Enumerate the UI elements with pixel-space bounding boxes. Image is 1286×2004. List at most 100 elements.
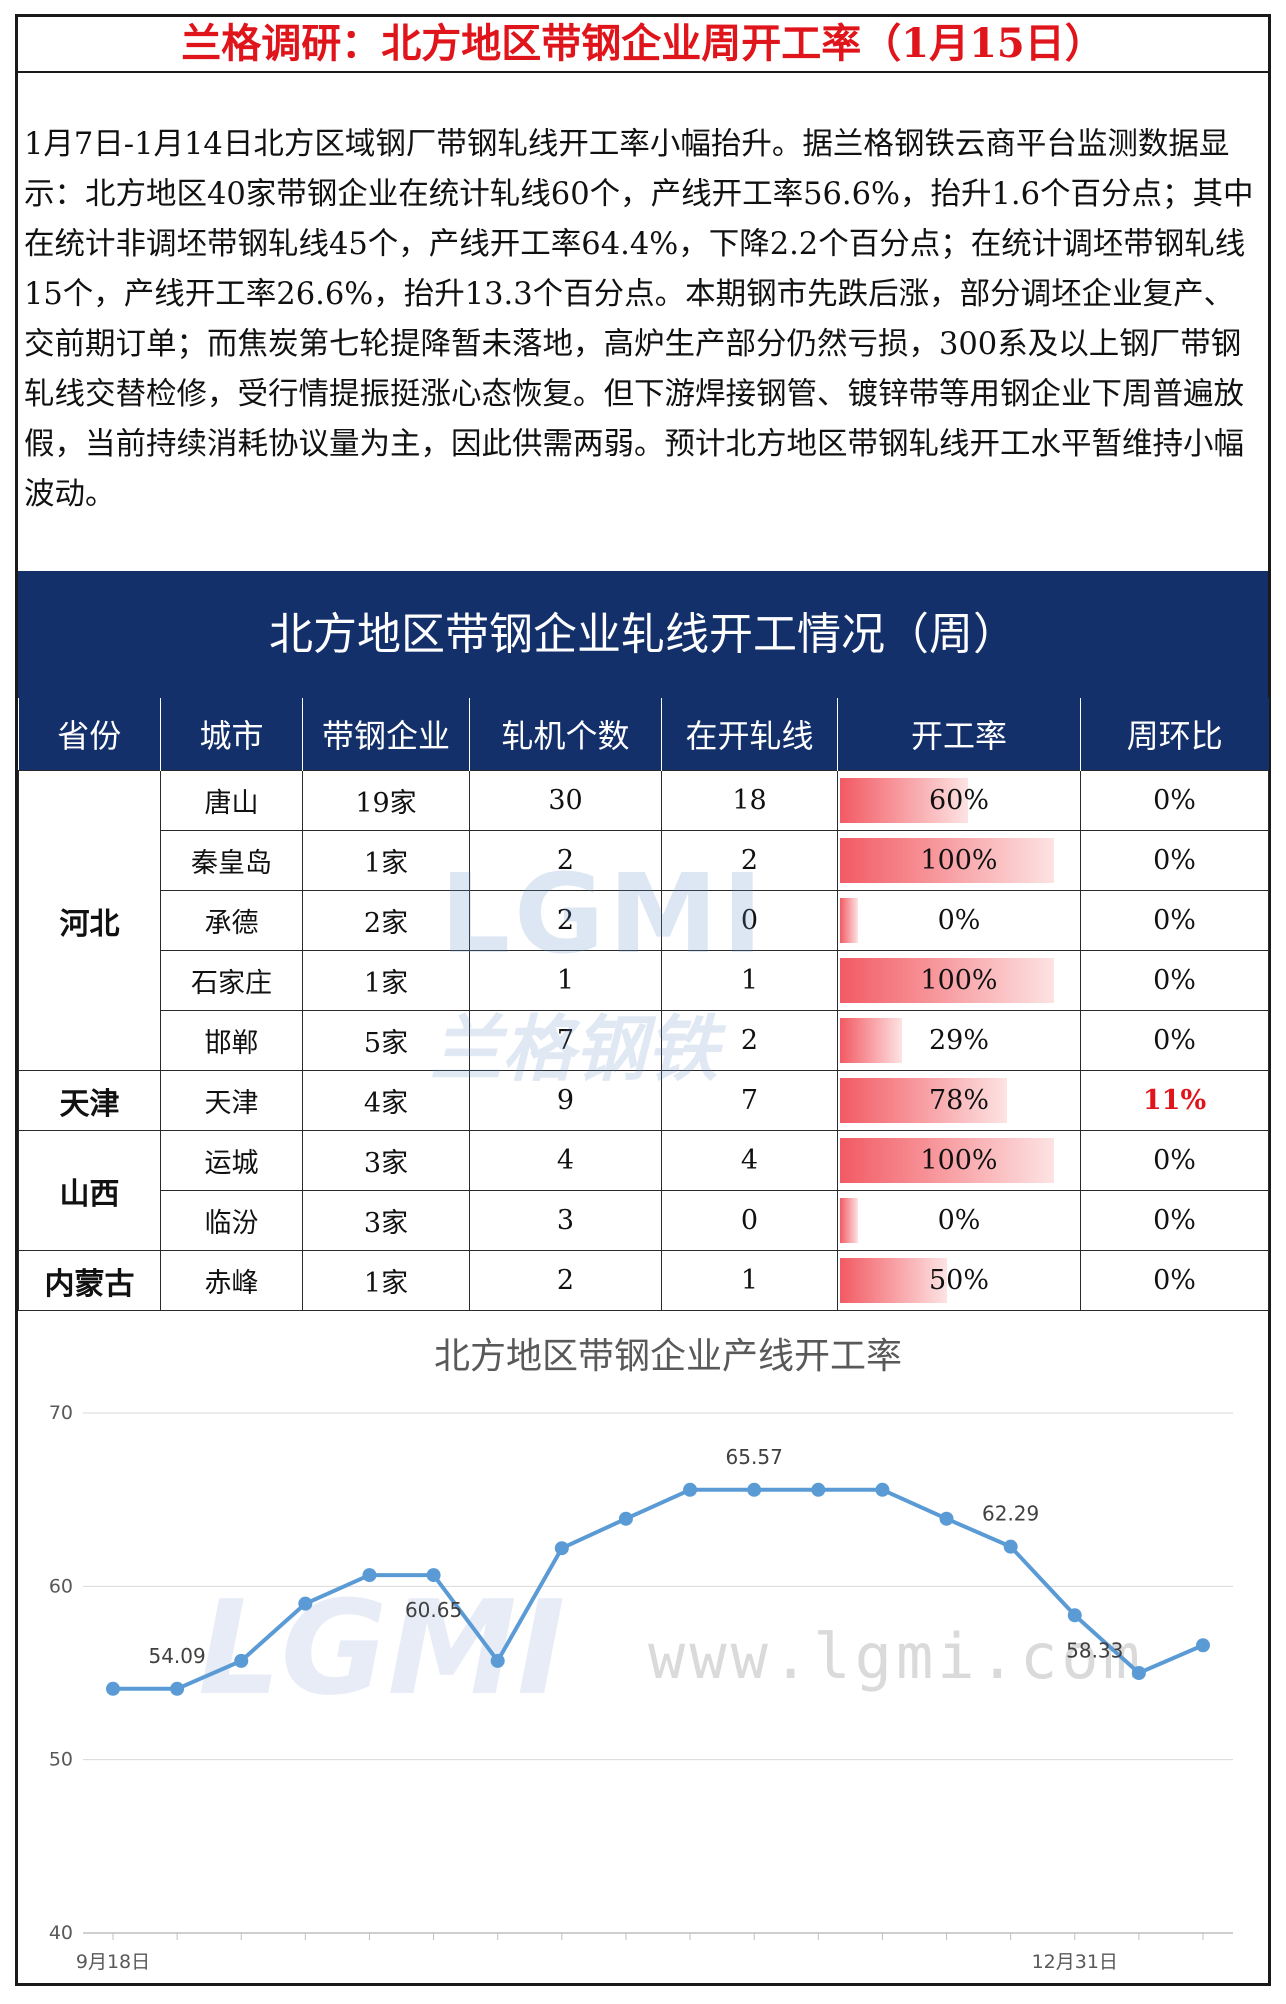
table-row: 天津 天津 4家 9 7 78% 11%	[18, 1070, 1269, 1131]
data-point	[554, 1541, 569, 1556]
cell-wow: 0%	[1080, 1010, 1269, 1071]
data-point	[170, 1681, 185, 1696]
cell-mills: 30	[469, 770, 662, 831]
rate-text: 29%	[928, 1025, 989, 1056]
cell-firms: 1家	[302, 830, 470, 891]
operating-rate-table: 省份 城市 带钢企业 轧机个数 在开轧线 开工率 周环比 河北 唐山 19家 30 18…	[18, 698, 1269, 1311]
rate-bar	[840, 1018, 902, 1063]
data-point	[1003, 1539, 1018, 1554]
rate-text: 60%	[928, 785, 989, 816]
header-province: 省份	[18, 698, 161, 771]
cell-city: 石家庄	[160, 950, 303, 1011]
rate-bar	[840, 1258, 947, 1303]
cell-mills: 3	[469, 1190, 662, 1251]
cell-rate: 100%	[837, 1130, 1081, 1191]
cell-firms: 2家	[302, 890, 470, 951]
data-point	[811, 1482, 826, 1497]
cell-running: 7	[661, 1070, 838, 1131]
page-frame	[15, 14, 1271, 1986]
chart-watermark-url: www.lgmi.com	[648, 1620, 1144, 1693]
cell-wow: 0%	[1080, 770, 1269, 831]
header-city: 城市	[160, 698, 303, 771]
cell-firms: 3家	[302, 1130, 470, 1191]
cell-mills: 1	[469, 950, 662, 1011]
line-chart: LGMI www.lgmi.com 北方地区带钢企业产线开工率 40 50 60 70 9月1…	[18, 1308, 1268, 1984]
y-tick-label: 60	[49, 1575, 73, 1597]
rate-text: 50%	[928, 1265, 989, 1296]
page-title: 兰格调研：北方地区带钢企业周开工率（1月15日）	[18, 17, 1268, 73]
cell-firms: 5家	[302, 1010, 470, 1071]
cell-firms: 19家	[302, 770, 470, 831]
rate-text: 78%	[928, 1085, 989, 1116]
rate-bar	[840, 1078, 1007, 1123]
rate-bar	[840, 1138, 1054, 1183]
cell-rate: 0%	[837, 1190, 1081, 1251]
table-row: 承德 2家 2 0 0% 0%	[19, 890, 1269, 951]
series-line	[113, 1487, 1204, 1691]
x-tick-label: 9月18日	[76, 1951, 150, 1973]
data-point	[106, 1681, 120, 1696]
data-point	[618, 1511, 633, 1526]
cell-city: 天津	[160, 1070, 303, 1131]
cell-province: 天津	[18, 1070, 161, 1131]
data-point	[490, 1653, 505, 1668]
x-tick-label: 12月31日	[1032, 1951, 1118, 1973]
data-label: 65.57	[726, 1445, 783, 1469]
cell-city: 赤峰	[160, 1250, 303, 1311]
data-label: 58.33	[1066, 1638, 1123, 1662]
data-point	[426, 1568, 441, 1583]
cell-city: 秦皇岛	[160, 830, 303, 891]
header-mills: 轧机个数	[469, 698, 662, 771]
cell-running: 18	[661, 770, 838, 831]
cell-wow: 0%	[1080, 1130, 1269, 1191]
data-label: 62.29	[982, 1502, 1039, 1526]
cell-rate: 100%	[837, 830, 1081, 891]
cell-rate: 0%	[837, 890, 1081, 951]
header-rate: 开工率	[837, 698, 1081, 771]
cell-wow: 0%	[1080, 890, 1269, 951]
cell-firms: 3家	[302, 1190, 470, 1251]
cell-province: 内蒙古	[18, 1250, 161, 1311]
cell-firms: 1家	[302, 950, 470, 1011]
cell-mills: 9	[469, 1070, 662, 1131]
data-point	[298, 1596, 313, 1611]
cell-city: 临汾	[160, 1190, 303, 1251]
cell-rate: 78%	[837, 1070, 1081, 1131]
cell-wow: 0%	[1080, 830, 1269, 891]
cell-city: 承德	[160, 890, 303, 951]
table-header-row: 省份 城市 带钢企业 轧机个数 在开轧线 开工率 周环比	[18, 698, 1269, 771]
table-row: 石家庄 1家 1 1 100% 0%	[19, 950, 1269, 1011]
y-tick-label: 40	[49, 1922, 73, 1944]
cell-wow: 0%	[1080, 1190, 1269, 1251]
header-wow: 周环比	[1080, 698, 1269, 771]
rate-bar	[840, 778, 968, 823]
cell-running: 2	[661, 1010, 838, 1071]
table-row: 邯郸 5家 7 2 29% 0%	[19, 1010, 1269, 1071]
table-row: 秦皇岛 1家 2 2 100% 0%	[19, 830, 1269, 891]
data-point	[747, 1482, 762, 1497]
chart-title: 北方地区带钢企业产线开工率	[434, 1336, 902, 1377]
rate-bar	[840, 838, 1054, 883]
data-point	[875, 1482, 890, 1497]
cell-wow: 11%	[1080, 1070, 1269, 1131]
cell-province: 河北	[18, 770, 161, 1071]
data-label: 54.09	[148, 1644, 205, 1668]
table-row: 山西 运城 3家 4 4 100% 0%	[18, 1130, 1269, 1251]
data-point	[939, 1511, 954, 1526]
cell-city: 运城	[160, 1130, 303, 1191]
cell-rate: 60%	[837, 770, 1081, 831]
cell-firms: 1家	[302, 1250, 470, 1311]
cell-wow: 0%	[1080, 950, 1269, 1011]
rate-text: 100%	[920, 845, 998, 876]
table-row: 内蒙古 赤峰 1家 2 1 50% 0%	[18, 1250, 1269, 1311]
cell-mills: 7	[469, 1010, 662, 1071]
cell-mills: 2	[469, 1250, 662, 1311]
y-tick-label: 70	[49, 1402, 73, 1424]
cell-rate: 29%	[837, 1010, 1081, 1071]
cell-rate: 100%	[837, 950, 1081, 1011]
rate-bar	[840, 958, 1054, 1003]
cell-mills: 2	[469, 830, 662, 891]
data-point	[1067, 1608, 1082, 1623]
cell-running: 1	[661, 950, 838, 1011]
cell-running: 4	[661, 1130, 838, 1191]
